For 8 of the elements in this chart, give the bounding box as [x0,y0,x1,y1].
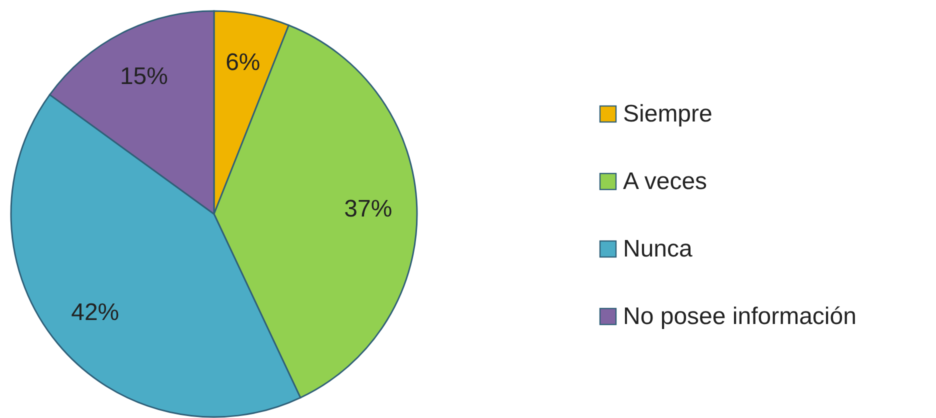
data-label: 37% [344,196,392,223]
legend-label: Siempre [623,100,712,128]
data-label: 6% [226,48,260,76]
legend-label: Nunca [623,236,694,262]
data-label: 42% [71,298,120,326]
legend-label: A veces [623,168,708,195]
data-label: 15% [120,63,168,90]
legend-label: No posee información [623,303,856,330]
